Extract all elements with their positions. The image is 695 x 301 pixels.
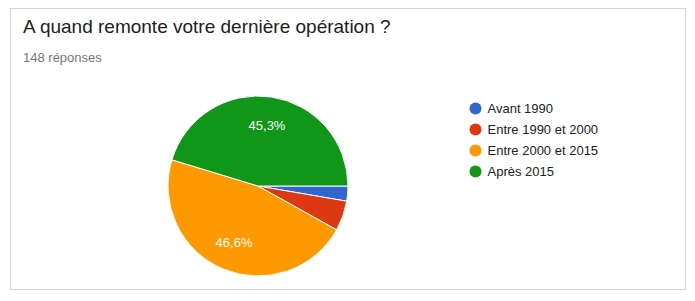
svg-text:Avant 1990: Avant 1990 — [488, 101, 554, 116]
svg-text:Entre 2000 et 2015: Entre 2000 et 2015 — [488, 143, 599, 158]
svg-text:46,6%: 46,6% — [216, 235, 253, 250]
html-text:148 réponses: 148 réponses — [23, 50, 102, 65]
html-text:A quand remonte votre dernière: A quand remonte votre dernière opération… — [23, 16, 391, 37]
svg-text:Après 2015: Après 2015 — [488, 164, 555, 179]
svg-text:45,3%: 45,3% — [249, 118, 286, 133]
svg-text:Entre 1990 et 2000: Entre 1990 et 2000 — [488, 122, 599, 137]
